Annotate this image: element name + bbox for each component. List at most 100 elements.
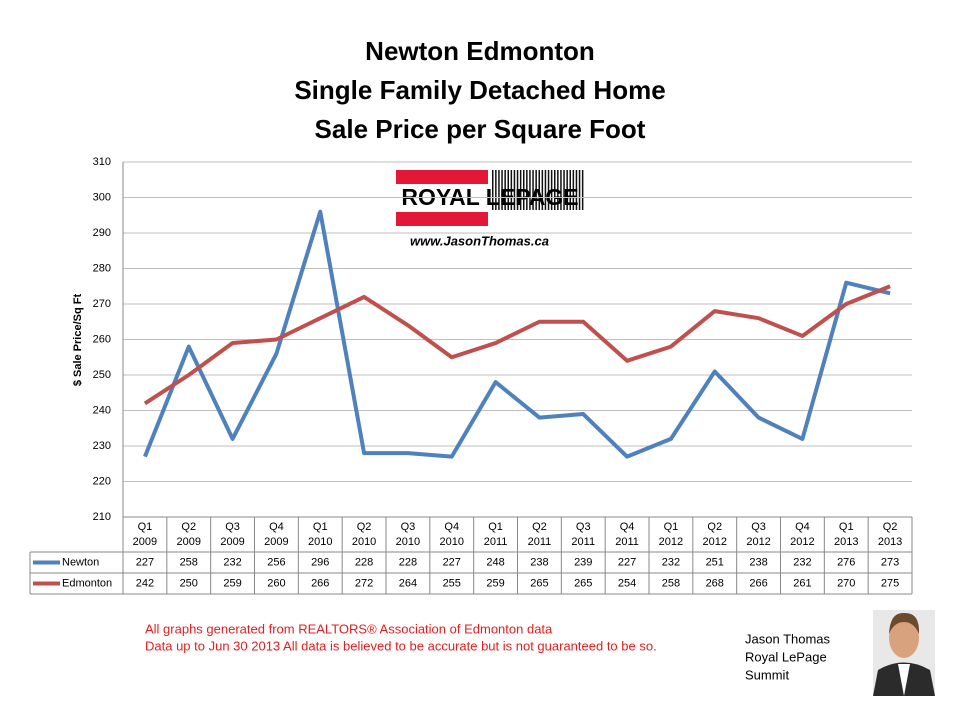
barcode-line [575,170,578,210]
y-tick-label: 300 [93,191,111,203]
y-tick-label: 210 [93,511,111,523]
table-value: 248 [486,556,504,568]
barcode-line [492,170,494,210]
barcode-line [581,170,584,210]
table-value: 227 [136,556,154,568]
y-tick-label: 270 [93,298,111,310]
table-value: 232 [662,556,680,568]
table-value: 239 [574,556,592,568]
barcode-line [544,170,547,210]
x-tick-label: Q3 [751,521,766,533]
table-value: 265 [530,577,548,589]
barcode-line [541,170,544,210]
x-tick-label: 2013 [834,536,858,548]
x-tick-label: Q1 [664,521,679,533]
table-value: 260 [267,577,285,589]
table-value: 250 [180,577,198,589]
table-value: 296 [311,556,329,568]
table-value: 259 [486,577,504,589]
barcode-line [501,170,503,210]
table-value: 238 [749,556,767,568]
table-value: 272 [355,577,373,589]
logo-bar [396,212,488,226]
x-tick-label: 2009 [177,536,201,548]
photo [873,610,935,696]
signature: Royal LePage [745,649,827,664]
x-tick-label: 2012 [790,536,814,548]
barcode-line [566,170,568,210]
y-tick-label: 250 [93,369,111,381]
x-tick-label: Q3 [225,521,240,533]
x-tick-label: 2011 [528,536,552,548]
y-tick-label: 220 [93,475,111,487]
x-tick-label: Q2 [883,521,898,533]
table-value: 227 [618,556,636,568]
y-tick-label: 230 [93,440,111,452]
x-tick-label: 2012 [746,536,770,548]
table-value: 273 [881,556,899,568]
table-value: 268 [706,577,724,589]
barcode-line [569,170,571,210]
x-tick-label: 2013 [878,536,902,548]
barcode-line [578,170,581,210]
barcode-line [535,170,537,210]
logo-url: www.JasonThomas.ca [410,233,549,248]
series-line [143,284,891,406]
signature: Summit [745,667,789,682]
legend-label: Edmonton [62,577,112,589]
logo-bar [396,170,488,184]
barcode-line [550,170,553,210]
table-value: 242 [136,577,154,589]
table-value: 255 [443,577,461,589]
x-tick-label: Q2 [532,521,547,533]
barcode-line [532,170,534,210]
x-tick-label: Q1 [839,521,854,533]
x-tick-label: 2011 [615,536,639,548]
table-value: 227 [443,556,461,568]
x-tick-label: 2010 [352,536,376,548]
table-value: 261 [793,577,811,589]
x-tick-label: 2011 [484,536,508,548]
table-value: 266 [749,577,767,589]
y-tick-label: 260 [93,333,111,345]
x-tick-label: Q3 [576,521,591,533]
chart-title: Sale Price per Square Foot [315,114,646,144]
table-value: 254 [618,577,636,589]
barcode-line [495,170,497,210]
series-line [143,209,891,459]
photo-hair [889,612,920,634]
table-value: 276 [837,556,855,568]
barcode-line [498,170,500,210]
y-tick-label: 290 [93,227,111,239]
table-value: 232 [223,556,241,568]
x-tick-label: 2012 [659,536,683,548]
x-tick-label: Q2 [707,521,722,533]
logo: ROYAL LEPAGE www.JasonThomas.ca [388,165,590,253]
barcode-line [504,170,506,210]
y-tick-label: 310 [93,156,111,168]
table-value: 251 [706,556,724,568]
logo-barcode [492,170,584,210]
table-value: 238 [530,556,548,568]
footnote: All graphs generated from REALTORS® Asso… [145,621,553,636]
barcode-line [547,170,550,210]
table-value: 265 [574,577,592,589]
x-tick-label: Q1 [313,521,328,533]
y-axis-label: $ Sale Price/Sq Ft [72,294,84,387]
barcode-line [563,170,565,210]
x-tick-label: Q2 [357,521,372,533]
x-tick-label: 2010 [440,536,464,548]
x-tick-label: Q3 [401,521,416,533]
x-tick-label: Q1 [488,521,503,533]
photo-face [889,618,919,658]
y-tick-label: 280 [93,262,111,274]
table-value: 228 [399,556,417,568]
barcode-line [560,170,562,210]
table-value: 228 [355,556,373,568]
table-value: 259 [223,577,241,589]
chart-title: Single Family Detached Home [294,75,665,105]
footnote: Data up to Jun 30 2013 All data is belie… [145,638,657,653]
barcode-line [557,170,559,210]
